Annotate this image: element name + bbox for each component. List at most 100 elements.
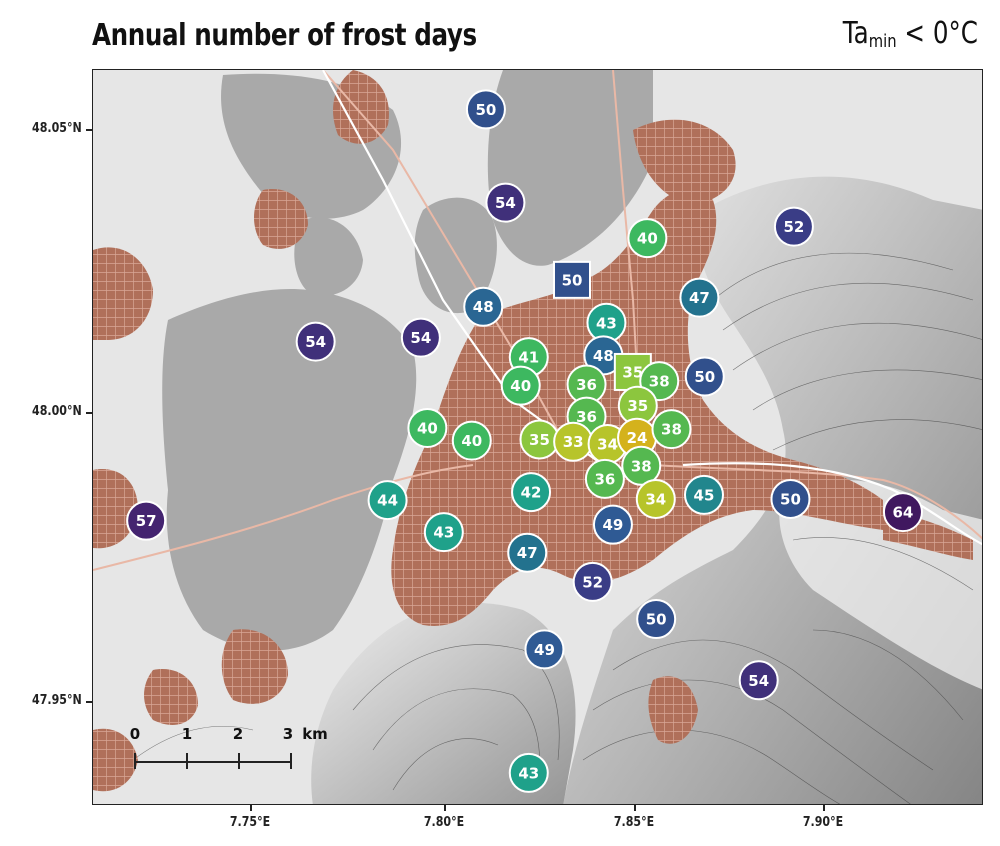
station-marker[interactable]: 54 — [400, 317, 441, 358]
map-title: Annual number of frost days — [92, 18, 477, 53]
station-value-label: 47 — [689, 289, 710, 307]
lon-tick-7-80 — [444, 805, 446, 811]
station-marker[interactable]: 54 — [738, 660, 779, 701]
station-circle — [684, 356, 725, 397]
station-circle — [683, 474, 724, 515]
station-value-label: 50 — [694, 368, 715, 386]
station-marker[interactable]: 64 — [882, 492, 923, 533]
lon-label-7-85: 7.85°E — [613, 815, 655, 830]
station-value-label: 64 — [893, 504, 914, 522]
station-value-label: 33 — [563, 433, 584, 451]
lat-label-47-95: 47.95°N — [32, 693, 82, 708]
station-marker[interactable]: 57 — [126, 500, 167, 541]
station-circle — [592, 504, 633, 545]
station-marker[interactable]: 35 — [617, 385, 658, 426]
lat-tick-48-05 — [86, 129, 92, 131]
station-value-label: 43 — [596, 314, 617, 332]
lon-tick-7-75 — [250, 805, 252, 811]
station-marker[interactable]: 33 — [553, 421, 594, 462]
lon-label-7-75: 7.75°E — [229, 815, 271, 830]
station-circle — [651, 409, 692, 450]
station-circle — [584, 458, 625, 499]
station-marker[interactable]: 52 — [572, 561, 613, 602]
station-circle — [126, 500, 167, 541]
station-circle — [507, 532, 548, 573]
scale-tick-1: 1 — [181, 725, 193, 743]
station-marker[interactable]: 42 — [511, 472, 552, 513]
station-marker[interactable]: 40 — [627, 218, 668, 259]
station-circle — [635, 478, 676, 519]
station-circle — [572, 561, 613, 602]
scale-tick-0: 0 — [129, 725, 141, 743]
station-value-label: 50 — [646, 611, 667, 629]
station-marker[interactable]: 50 — [636, 599, 677, 640]
station-circle — [451, 420, 492, 461]
scale-segment-tick-3 — [290, 753, 292, 769]
station-value-label: 40 — [461, 432, 482, 450]
station-value-label: 54 — [305, 333, 326, 351]
lat-tick-48-00 — [86, 412, 92, 414]
station-value-label: 50 — [780, 490, 801, 508]
station-value-label: 34 — [597, 436, 618, 454]
station-marker[interactable]: 54 — [485, 182, 526, 223]
threshold-label: Tamin < 0°C — [843, 16, 978, 52]
scale-bar: 0 1 2 3 km — [129, 725, 328, 775]
station-marker[interactable]: 36 — [566, 396, 607, 437]
station-marker[interactable]: 47 — [507, 532, 548, 573]
station-circle — [508, 752, 549, 793]
station-marker[interactable]: 36 — [584, 458, 625, 499]
map-panel[interactable]: 50 54 40 52 50 48 47 43 54 54 41 48 35 38 50 40 36 35 36 40… — [92, 69, 983, 805]
station-marker[interactable]: 40 — [407, 408, 448, 449]
station-value-label: 36 — [576, 376, 597, 394]
station-marker[interactable]: 49 — [524, 629, 565, 670]
station-value-label: 57 — [136, 512, 157, 530]
station-circle — [423, 512, 464, 553]
station-marker[interactable]: 48 — [583, 335, 624, 376]
station-marker[interactable]: 40 — [451, 420, 492, 461]
station-circle — [524, 629, 565, 670]
station-marker[interactable]: 36 — [566, 364, 607, 405]
station-value-label: 54 — [748, 672, 769, 690]
station-marker[interactable]: 50 — [553, 260, 592, 299]
station-value-label: 38 — [649, 373, 670, 391]
station-value-label: 35 — [622, 363, 643, 381]
station-circle — [463, 286, 504, 327]
station-value-label: 40 — [417, 420, 438, 438]
station-value-label: 36 — [594, 470, 615, 488]
station-marker[interactable]: 52 — [773, 206, 814, 247]
threshold-subscript: min — [868, 31, 897, 52]
station-marker[interactable]: 38 — [621, 445, 662, 486]
station-value-label: 49 — [603, 516, 624, 534]
station-marker[interactable]: 43 — [508, 752, 549, 793]
station-marker[interactable]: 50 — [770, 478, 811, 519]
station-marker[interactable]: 38 — [651, 409, 692, 450]
station-circle — [511, 472, 552, 513]
station-value-label: 48 — [473, 298, 494, 316]
lat-tick-47-95 — [86, 701, 92, 703]
station-value-label: 35 — [529, 431, 550, 449]
station-value-label: 42 — [521, 484, 542, 502]
station-circle — [465, 89, 506, 130]
station-value-label: 24 — [627, 429, 648, 447]
station-marker[interactable]: 40 — [500, 365, 541, 406]
station-marker[interactable]: 48 — [463, 286, 504, 327]
station-marker[interactable]: 50 — [465, 89, 506, 130]
station-circle — [770, 478, 811, 519]
station-marker[interactable]: 50 — [684, 356, 725, 397]
lat-label-48-00: 48.00°N — [32, 404, 82, 419]
station-value-label: 43 — [433, 524, 454, 542]
station-marker[interactable]: 49 — [592, 504, 633, 545]
station-marker[interactable]: 54 — [295, 321, 336, 362]
station-circle — [882, 492, 923, 533]
station-marker[interactable]: 34 — [587, 424, 628, 465]
station-marker[interactable]: 47 — [679, 277, 720, 318]
station-marker[interactable]: 44 — [367, 480, 408, 521]
station-marker[interactable]: 34 — [635, 478, 676, 519]
station-marker[interactable]: 45 — [683, 474, 724, 515]
station-marker[interactable]: 35 — [519, 419, 560, 460]
scale-unit: km — [302, 725, 328, 743]
station-value-label: 48 — [593, 347, 614, 365]
lon-tick-7-85 — [634, 805, 636, 811]
station-marker[interactable]: 43 — [423, 512, 464, 553]
station-circle — [773, 206, 814, 247]
